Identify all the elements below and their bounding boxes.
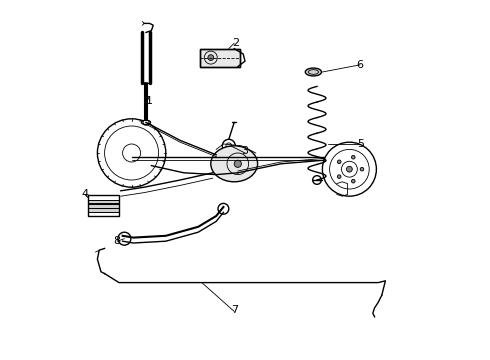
Bar (88, 195, 119, 216)
Text: 8: 8 (114, 236, 121, 246)
Text: 1: 1 (146, 96, 153, 106)
Ellipse shape (142, 120, 150, 125)
Text: 3: 3 (242, 146, 248, 156)
Ellipse shape (305, 68, 321, 76)
Text: 6: 6 (357, 60, 364, 70)
Bar (88, 200, 119, 203)
Circle shape (313, 176, 321, 184)
Bar (88, 204, 119, 208)
Circle shape (351, 156, 355, 159)
Text: 5: 5 (357, 139, 364, 149)
Circle shape (338, 160, 341, 163)
Circle shape (208, 55, 214, 60)
Bar (200, 49, 240, 67)
Ellipse shape (211, 146, 258, 182)
Bar (200, 49, 240, 67)
Circle shape (360, 167, 364, 171)
Bar (88, 208, 119, 212)
Bar (88, 204, 119, 208)
Text: 7: 7 (231, 305, 238, 315)
Bar (88, 208, 119, 212)
Bar (88, 200, 119, 203)
Text: 2: 2 (232, 38, 240, 48)
Text: 4: 4 (81, 189, 88, 199)
Circle shape (338, 175, 341, 179)
Circle shape (234, 160, 242, 167)
Circle shape (346, 166, 352, 172)
Circle shape (351, 179, 355, 183)
